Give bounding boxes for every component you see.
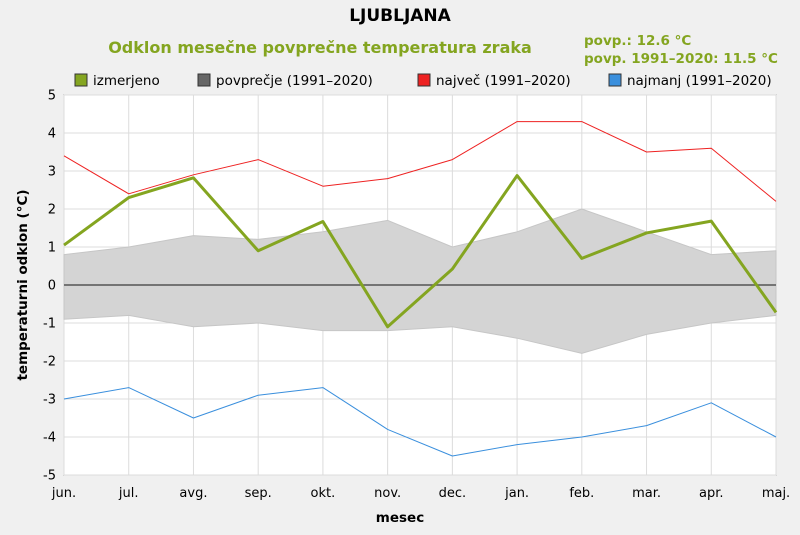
series-line-measured (63, 174, 778, 329)
x-tick-label: okt. (311, 486, 336, 501)
y-tick-label: 1 (48, 241, 56, 256)
x-tick-label: mar. (632, 486, 661, 501)
y-tick-label: -2 (43, 355, 56, 370)
chart-subtitle: Odklon mesečne povprečne temperatura zra… (108, 38, 532, 57)
legend-item-min: najmanj (1991–2020) (608, 73, 772, 89)
x-tick-labels: jun. jul. avg. sep. okt. nov. dec. jan. feb. mar.… (51, 486, 790, 501)
x-tick-label: jul. (118, 486, 139, 501)
legend: izmerjeno povprečje (1991–2020) največ (… (74, 73, 772, 89)
legend-label-measured: izmerjeno (93, 73, 160, 89)
legend-swatch-average (197, 73, 211, 87)
legend-label-average: povprečje (1991–2020) (216, 73, 373, 89)
legend-item-measured: izmerjeno (74, 73, 160, 89)
x-tick-label: avg. (179, 486, 207, 501)
legend-item-average: povprečje (1991–2020) (197, 73, 373, 89)
average-band-area (63, 208, 777, 354)
x-tick-label: sep. (245, 486, 272, 501)
x-tick-label: jun. (51, 486, 76, 501)
y-tick-label: 4 (48, 127, 56, 142)
average-band (63, 208, 777, 354)
y-axis-title: temperaturni odklon (°C) (15, 189, 31, 380)
y-tick-label: -5 (43, 469, 56, 484)
y-tick-label: 5 (48, 89, 56, 104)
y-tick-label: 0 (48, 279, 56, 294)
y-tick-label: 3 (48, 165, 56, 180)
x-tick-label: jan. (504, 486, 529, 501)
x-tick-label: maj. (762, 486, 790, 501)
x-tick-label: nov. (374, 486, 401, 501)
x-tick-label: apr. (699, 486, 724, 501)
legend-label-min: najmanj (1991–2020) (627, 73, 772, 89)
x-axis-title: mesec (376, 510, 424, 526)
y-tick-label: 2 (48, 203, 56, 218)
legend-swatch-measured (74, 73, 88, 87)
legend-swatch-max (417, 73, 431, 87)
y-tick-label: -4 (43, 431, 56, 446)
stat-normal: povp. 1991–2020: 11.5 °C (584, 51, 778, 67)
legend-swatch-min (608, 73, 622, 87)
x-tick-label: feb. (569, 486, 594, 501)
y-tick-label: -3 (43, 393, 56, 408)
chart-title: LJUBLJANA (349, 6, 451, 26)
y-tick-labels: 5 4 3 2 1 0 -1 -2 -3 -4 -5 (43, 89, 56, 484)
x-tick-label: dec. (439, 486, 467, 501)
series-lines (63, 121, 778, 457)
stat-current: povp.: 12.6 °C (584, 33, 691, 49)
series-line-min (63, 387, 777, 457)
legend-label-max: največ (1991–2020) (436, 73, 571, 89)
legend-item-max: največ (1991–2020) (417, 73, 571, 89)
y-tick-label: -1 (43, 317, 56, 332)
series-line-max (63, 121, 777, 202)
